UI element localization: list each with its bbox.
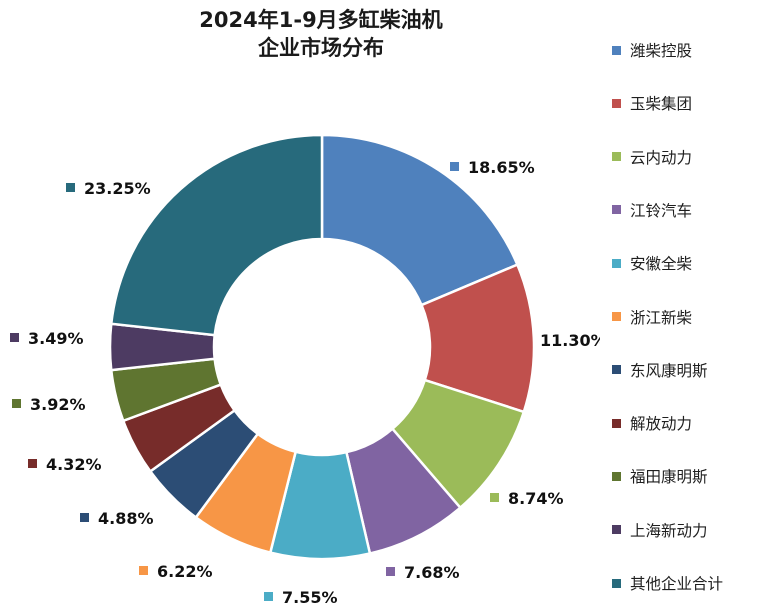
legend-swatch-jiefang (612, 418, 621, 428)
data-label-marker-foton-cummins (12, 399, 21, 408)
legend-swatch-xinchai (612, 312, 621, 321)
data-label-marker-shanghai-power (10, 333, 19, 342)
legend-item-dfcummins[interactable]: 东风康明斯 (612, 358, 708, 382)
legend-label-foton-cummins: 福田康明斯 (630, 468, 708, 487)
data-label-marker-jiangling (386, 567, 395, 576)
legend-label-weichai: 潍柴控股 (630, 42, 693, 60)
data-label-jiangling: 7.68% (404, 563, 460, 582)
data-label-marker-xinchai (139, 566, 148, 575)
data-label-shanghai-power: 3.49% (28, 329, 84, 348)
legend-item-weichai[interactable]: 潍柴控股 (612, 38, 692, 62)
legend-item-yuchai[interactable]: 玉柴集团 (612, 91, 692, 115)
data-label-jiefang: 4.32% (46, 455, 102, 474)
data-label-marker-jiefang (28, 459, 37, 468)
donut-chart: 18.65% 11.30% 8.74% 7.68% 7.55% 6.22% 4.88% 4.3… (10, 133, 600, 607)
legend-swatch-yuchai (612, 98, 621, 108)
data-label-marker-others (66, 183, 75, 192)
data-label-dfcummins: 4.88% (98, 509, 154, 528)
data-label-marker-yuchai (522, 335, 531, 344)
chart-title-line-1: 2024年1-9月多缸柴油机 (199, 8, 443, 32)
legend-swatch-yunnei (612, 152, 621, 162)
legend-label-yuchai: 玉柴集团 (630, 95, 693, 114)
data-label-quanchai: 7.55% (282, 588, 338, 607)
legend-label-jiefang: 解放动力 (630, 415, 693, 434)
legend-swatch-jiangling (612, 205, 621, 215)
legend-item-xinchai[interactable]: 浙江新柴 (612, 305, 692, 329)
data-label-yunnei: 8.74% (508, 489, 564, 508)
legend-label-yunnei: 云内动力 (630, 148, 693, 167)
legend-item-jiangling[interactable]: 江铃汽车 (612, 198, 692, 222)
slice-others[interactable] (109, 133, 324, 337)
data-label-marker-yunnei (490, 493, 499, 502)
legend-label-shanghai-power: 上海新动力 (630, 521, 708, 540)
data-label-yuchai: 11.30% (540, 331, 600, 350)
legend-item-yunnei[interactable]: 云内动力 (612, 145, 692, 169)
data-label-weichai: 18.65% (468, 158, 535, 177)
legend-label-dfcummins: 东风康明斯 (630, 361, 708, 380)
legend-swatch-quanchai (612, 258, 621, 268)
data-label-marker-dfcummins (80, 513, 89, 522)
data-label-marker-quanchai (264, 592, 273, 601)
legend-item-shanghai-power[interactable]: 上海新动力 (612, 518, 708, 542)
legend-swatch-foton-cummins (612, 471, 621, 481)
legend-swatch-others (612, 578, 621, 588)
data-label-xinchai: 6.22% (157, 562, 213, 581)
legend-label-jiangling: 江铃汽车 (630, 201, 693, 220)
data-label-marker-weichai (450, 162, 459, 171)
chart-title: 2024年1-9月多缸柴油机 企业市场分布 (190, 6, 452, 62)
data-label-others: 23.25% (84, 179, 151, 198)
legend-label-others: 其他企业合计 (630, 575, 724, 593)
slice-weichai[interactable] (320, 133, 519, 307)
legend-swatch-dfcummins (612, 365, 621, 375)
legend-label-quanchai: 安徽全柴 (630, 255, 693, 274)
legend-item-others[interactable]: 其他企业合计 (612, 571, 723, 595)
legend-item-foton-cummins[interactable]: 福田康明斯 (612, 464, 708, 488)
legend-swatch-weichai (612, 45, 621, 55)
legend-swatch-shanghai-power (612, 525, 621, 535)
legend-item-jiefang[interactable]: 解放动力 (612, 411, 692, 435)
legend-item-quanchai[interactable]: 安徽全柴 (612, 251, 692, 275)
chart-title-line-2: 企业市场分布 (258, 36, 384, 60)
data-label-foton-cummins: 3.92% (30, 395, 86, 414)
legend-label-xinchai: 浙江新柴 (630, 308, 693, 327)
